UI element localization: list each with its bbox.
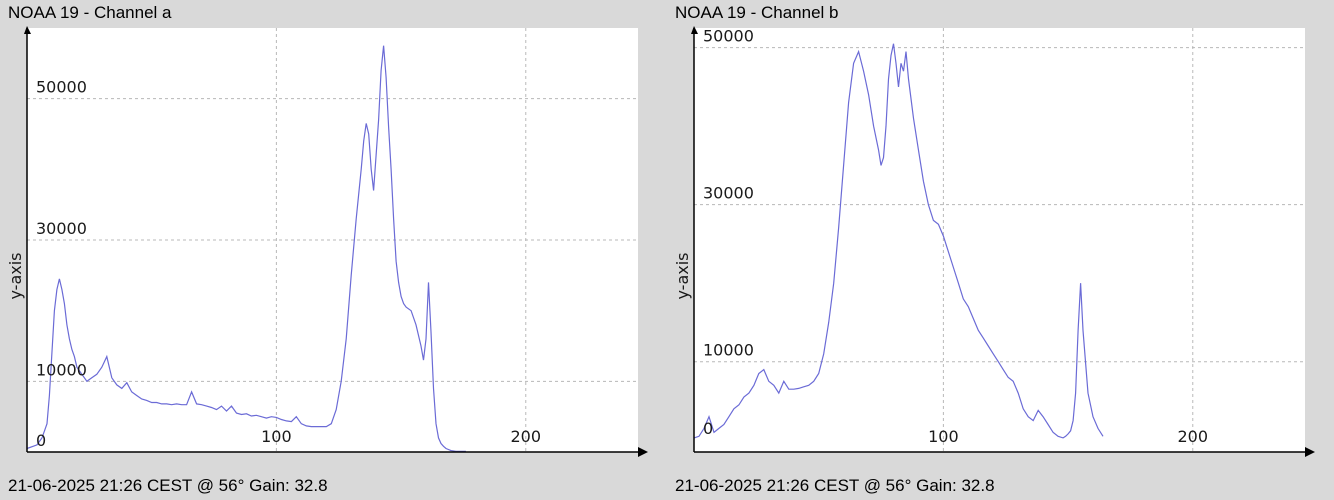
plot-area: 0 10000 30000 50000 100 200 y-axis bbox=[0, 24, 667, 474]
y-tick-label: 10000 bbox=[703, 341, 754, 360]
y-tick-label: 50000 bbox=[703, 27, 754, 46]
plot-area: 0 10000 30000 50000 100 200 y-axis bbox=[667, 24, 1334, 474]
y-axis-arrow bbox=[691, 26, 698, 34]
y-tick-label: 30000 bbox=[36, 219, 87, 238]
x-tick-label: 200 bbox=[1178, 427, 1209, 446]
chart-title: NOAA 19 - Channel b bbox=[675, 3, 839, 22]
status-footer: 21-06-2025 21:26 CEST @ 56° Gain: 32.8 bbox=[8, 476, 328, 495]
plot-background bbox=[694, 28, 1305, 452]
chart-title: NOAA 19 - Channel a bbox=[8, 3, 172, 22]
chart-panel-b: NOAA 19 - Channel b 0 10000 30000 50000 100 2… bbox=[667, 0, 1334, 500]
y-tick-label: 50000 bbox=[36, 78, 87, 97]
y-tick-label: 0 bbox=[36, 431, 46, 450]
x-tick-label: 100 bbox=[261, 427, 292, 446]
x-tick-label: 100 bbox=[928, 427, 959, 446]
chart-panel-a: NOAA 19 - Channel a 0 10000 30000 50000 100 2… bbox=[0, 3, 667, 495]
series-line bbox=[693, 43, 1104, 439]
y-axis-label: y-axis bbox=[6, 252, 25, 299]
plot-background bbox=[27, 28, 638, 452]
x-axis-arrow bbox=[638, 447, 648, 457]
x-axis-arrow bbox=[1305, 447, 1315, 457]
chart-svg: 0 10000 30000 50000 100 200 y-axis bbox=[6, 26, 648, 457]
y-tick-label: 10000 bbox=[36, 360, 87, 379]
y-tick-label: 0 bbox=[703, 419, 713, 438]
status-footer: 21-06-2025 21:26 CEST @ 56° Gain: 32.8 bbox=[675, 476, 995, 495]
y-axis-label: y-axis bbox=[673, 252, 692, 299]
series-line bbox=[26, 45, 466, 452]
y-tick-label: 30000 bbox=[703, 184, 754, 203]
chart-svg: 0 10000 30000 50000 100 200 y-axis bbox=[673, 26, 1315, 457]
x-tick-label: 200 bbox=[511, 427, 542, 446]
y-axis-arrow bbox=[24, 26, 31, 34]
